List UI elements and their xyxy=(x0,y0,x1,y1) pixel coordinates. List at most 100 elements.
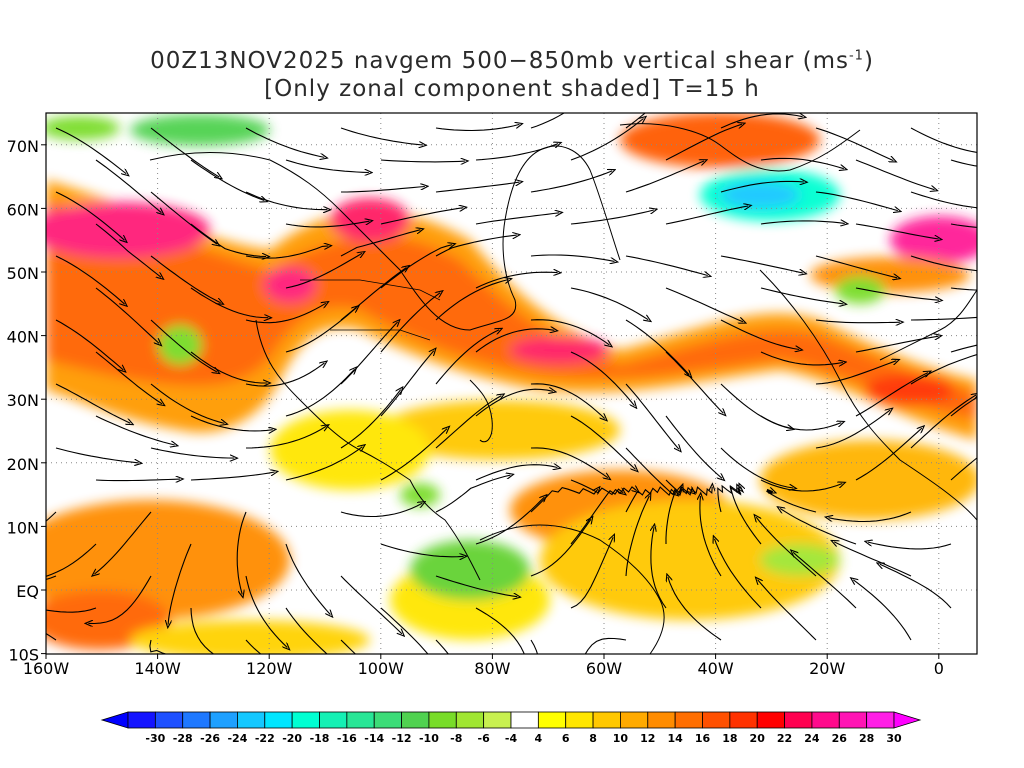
streamline xyxy=(380,245,452,289)
streamline xyxy=(150,255,221,303)
streamline xyxy=(245,426,326,449)
colorbar-label: -10 xyxy=(419,732,439,745)
streamline xyxy=(475,465,557,481)
streamline xyxy=(780,509,857,545)
streamline xyxy=(340,639,357,654)
streamline xyxy=(530,254,615,261)
colorbar-label: 24 xyxy=(804,732,820,745)
lon-label: 60W xyxy=(586,659,622,678)
streamline xyxy=(285,447,362,481)
streamline xyxy=(340,127,423,145)
streamline xyxy=(570,489,623,545)
streamline xyxy=(149,639,168,654)
streamline xyxy=(95,479,180,481)
colorbar-swatch xyxy=(319,711,348,729)
streamline xyxy=(530,639,539,654)
graticule xyxy=(46,113,977,654)
streamline xyxy=(625,255,708,276)
streamline xyxy=(55,255,125,304)
lon-label: 100W xyxy=(358,659,405,678)
streamline xyxy=(715,539,762,609)
streamline xyxy=(435,639,449,654)
streamline xyxy=(665,287,743,322)
streamline xyxy=(720,114,803,129)
streamline xyxy=(665,206,748,225)
plot-title-line1: 00Z13NOV2025 navgem 500−850mb vertical s… xyxy=(0,48,1024,74)
streamline xyxy=(855,287,939,300)
streamline xyxy=(665,351,723,413)
colorbar-label: 22 xyxy=(777,732,792,745)
streamline xyxy=(475,272,558,289)
colorbar-swatch xyxy=(565,711,594,729)
colorbar-swatch xyxy=(237,711,266,729)
title-unit-superscript: -1 xyxy=(848,48,864,64)
streamline xyxy=(815,320,900,323)
streamline xyxy=(530,319,609,345)
streamline xyxy=(245,246,328,259)
streamline xyxy=(285,369,355,417)
plot-title-line2: [Only zonal component shaded] T=15 h xyxy=(264,76,760,102)
streamline xyxy=(236,511,247,594)
streamline xyxy=(570,415,636,469)
streamline xyxy=(190,351,267,383)
streamline xyxy=(665,415,722,478)
streamline xyxy=(380,543,464,557)
streamline xyxy=(855,428,922,481)
streamline xyxy=(651,527,667,609)
streamline xyxy=(435,124,519,132)
colorbar-swatch xyxy=(702,711,731,729)
streamline xyxy=(760,351,843,365)
colorbar-swatch xyxy=(729,711,758,729)
streamline xyxy=(570,537,613,609)
streamline xyxy=(380,293,440,353)
colorbar-label: -24 xyxy=(227,732,247,745)
colorbar-swatch xyxy=(291,711,320,729)
colorbar-label: 18 xyxy=(722,732,737,745)
coastlines xyxy=(149,123,977,654)
streamline xyxy=(950,344,977,353)
streamline xyxy=(815,191,898,211)
streamline xyxy=(950,457,977,481)
streamline xyxy=(868,542,952,550)
colorbar-swatch xyxy=(811,711,840,729)
colorbar-label: -4 xyxy=(505,732,518,745)
longitude-labels: 160W 140W 120W 100W 80W 60W 40W 20W 0 xyxy=(23,654,944,678)
colorbar-swatch xyxy=(455,711,485,729)
colorbar-label: 6 xyxy=(562,732,570,745)
colorbar-label: 28 xyxy=(859,732,874,745)
streamline xyxy=(910,316,977,321)
streamline xyxy=(245,575,287,648)
streamline xyxy=(530,519,591,577)
streamline xyxy=(380,351,434,417)
streamline xyxy=(815,127,893,161)
streamline xyxy=(435,330,499,385)
streamline xyxy=(150,447,234,458)
lon-label: 160W xyxy=(23,659,70,678)
plot-frame xyxy=(45,112,978,655)
streamline xyxy=(910,191,977,209)
streamline xyxy=(700,496,722,577)
streamline xyxy=(46,607,97,613)
streamline xyxy=(625,161,704,193)
streamline xyxy=(190,415,273,431)
lat-label: EQ xyxy=(16,582,39,601)
streamline xyxy=(95,287,159,343)
streamline xyxy=(95,223,161,277)
streamline xyxy=(760,415,841,431)
streamline xyxy=(285,253,362,289)
colorbar-swatch xyxy=(483,711,512,729)
streamline xyxy=(285,159,369,173)
colorbar-swatch xyxy=(674,711,703,729)
colorbar-swatch xyxy=(620,711,649,729)
streamline xyxy=(285,221,369,228)
streamline xyxy=(570,287,648,320)
streamline xyxy=(584,637,627,654)
streamline xyxy=(475,213,559,225)
streamline xyxy=(766,490,817,513)
streamline xyxy=(570,119,644,161)
lat-label: 10N xyxy=(7,518,39,537)
streamline xyxy=(880,564,952,609)
colorbar-swatch xyxy=(182,711,211,729)
colorbar: -30 -28 -26 -24 -22 -20 -18 -16 -14 -12 -10 -8 -6 -4 4… xyxy=(100,711,922,745)
